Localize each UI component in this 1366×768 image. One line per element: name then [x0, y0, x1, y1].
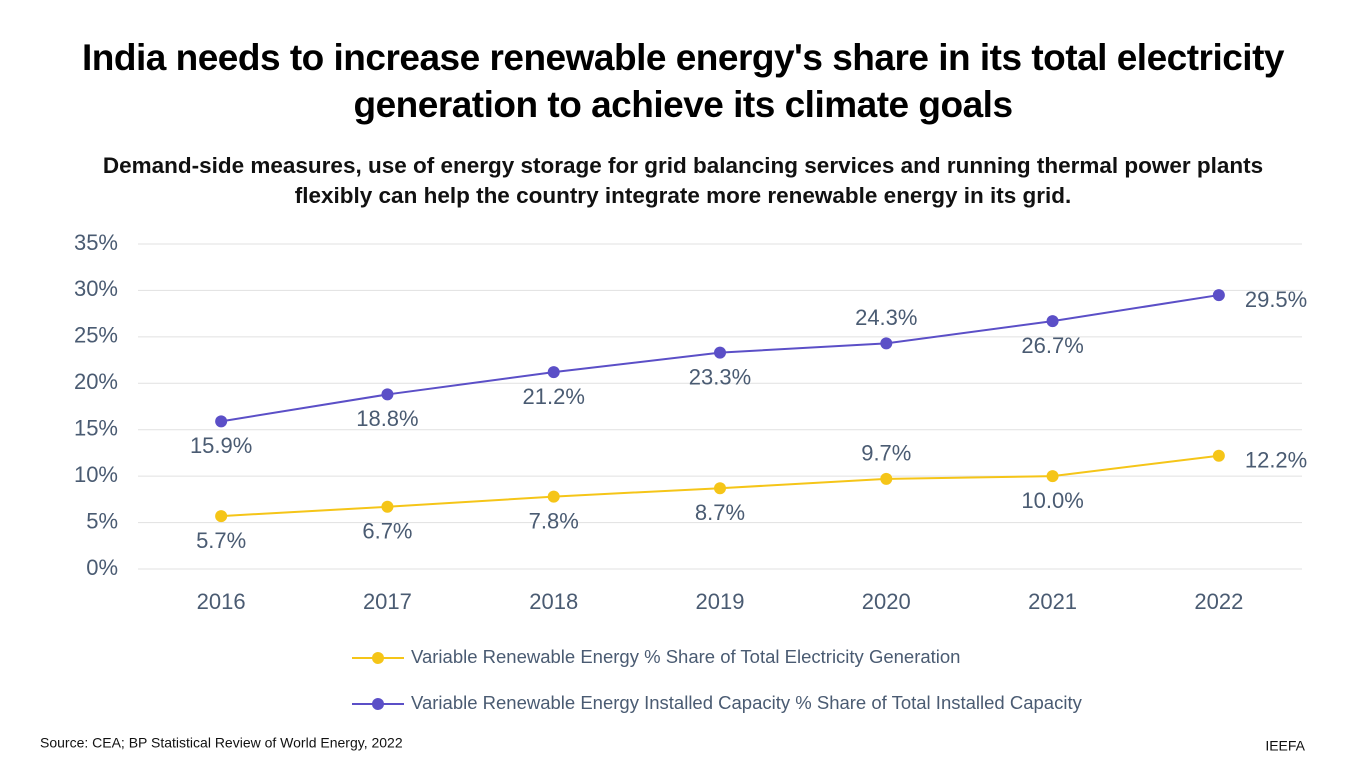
data-label: 9.7% [861, 441, 911, 466]
data-point [547, 366, 560, 379]
data-point [714, 482, 726, 495]
data-label: 5.7% [196, 528, 246, 553]
data-point [215, 510, 228, 523]
source: Source: CEA; BP Statistical Review of Wo… [40, 735, 403, 751]
x-tick-label: 2021 [1028, 589, 1077, 614]
data-label: 24.3% [855, 305, 917, 330]
data-point [215, 415, 228, 428]
data-point [1212, 289, 1225, 302]
y-tick-label: 0% [86, 555, 118, 580]
data-label: 10.0% [1021, 488, 1083, 513]
legend-label: Variable Renewable Energy Installed Capa… [411, 692, 1083, 713]
data-label: 8.7% [695, 500, 745, 525]
y-tick-label: 20% [74, 369, 118, 394]
data-point [714, 346, 726, 359]
data-point [880, 337, 893, 350]
x-tick-label: 2022 [1194, 589, 1243, 614]
x-tick-label: 2017 [363, 589, 412, 614]
data-label: 15.9% [190, 433, 252, 458]
data-label: 23.3% [689, 364, 751, 389]
data-point [1212, 449, 1225, 462]
x-tick-label: 2016 [197, 589, 246, 614]
y-tick-label: 10% [74, 462, 118, 487]
legend-marker [372, 652, 384, 664]
data-label: 6.7% [362, 519, 412, 544]
credit: IEEFA [1265, 738, 1305, 754]
chart-title: India needs to increase renewable energy… [81, 37, 1285, 125]
y-tick-label: 15% [74, 416, 118, 441]
y-tick-label: 25% [74, 323, 118, 348]
data-label: 7.8% [529, 508, 579, 533]
data-point [381, 388, 394, 401]
data-label: 18.8% [356, 406, 418, 431]
data-point [547, 490, 560, 503]
x-tick-label: 2018 [529, 589, 578, 614]
y-tick-label: 35% [74, 230, 118, 255]
y-tick-label: 5% [86, 508, 118, 533]
data-point [880, 472, 893, 485]
x-tick-label: 2020 [862, 589, 911, 614]
data-point [381, 500, 394, 513]
y-tick-label: 30% [74, 276, 118, 301]
legend-marker [372, 698, 384, 710]
data-label: 26.7% [1021, 333, 1083, 358]
data-label: 12.2% [1245, 448, 1307, 473]
data-label: 29.5% [1245, 287, 1307, 312]
legend-label: Variable Renewable Energy % Share of Tot… [411, 646, 960, 667]
data-point [1046, 470, 1059, 483]
chart-subtitle: Demand-side measures, use of energy stor… [102, 153, 1264, 208]
data-point [1046, 315, 1059, 328]
data-label: 21.2% [523, 384, 585, 409]
x-tick-label: 2019 [696, 589, 745, 614]
